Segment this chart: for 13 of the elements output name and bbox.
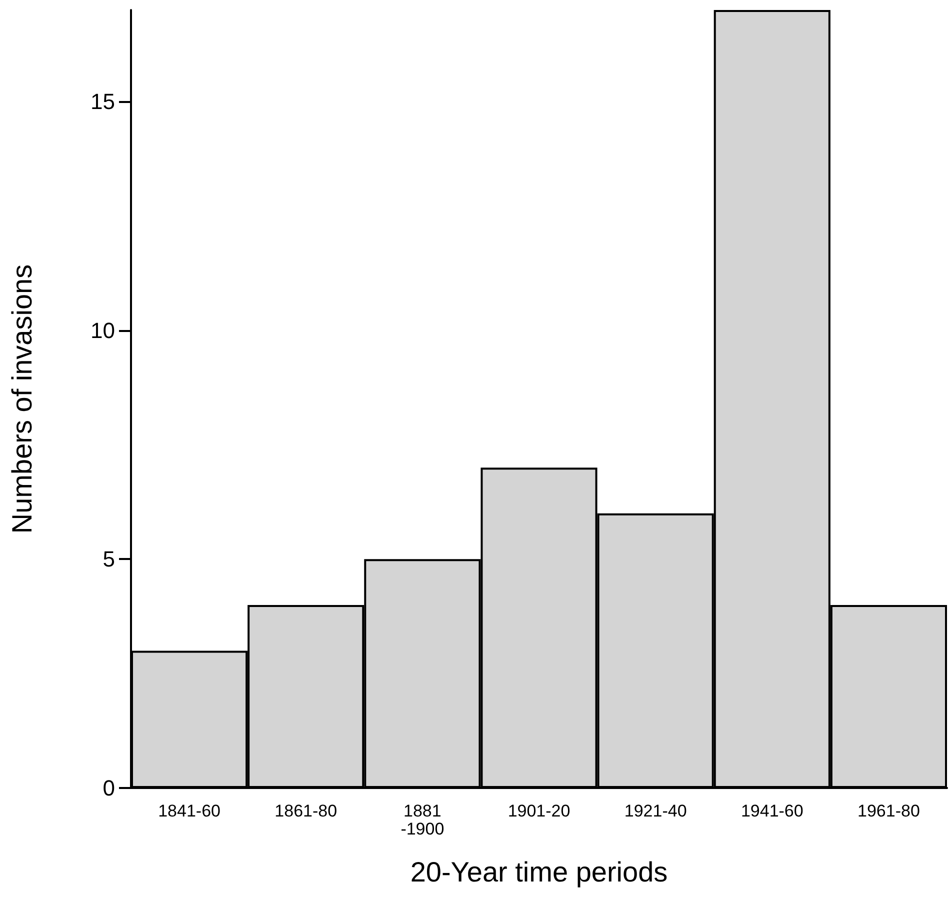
- y-tick-label: 0: [102, 776, 115, 800]
- x-axis-title: 20-Year time periods: [410, 856, 668, 888]
- y-tick-label: 5: [102, 546, 115, 572]
- x-tick-label: 1901-20: [508, 802, 570, 820]
- x-tick-label: 1861-80: [274, 802, 338, 820]
- y-tick-label: 15: [90, 89, 115, 114]
- x-tick-label: 1881 -1900: [400, 802, 444, 838]
- x-tick-label: 1941-60: [740, 802, 804, 820]
- x-tick-label: 1841-60: [158, 802, 220, 820]
- y-axis-title: Numbers of invasions: [6, 264, 38, 534]
- x-tick-label: 1961-80: [858, 802, 920, 820]
- x-tick-label: 1921-40: [624, 802, 687, 820]
- y-tick-label: 10: [90, 318, 115, 343]
